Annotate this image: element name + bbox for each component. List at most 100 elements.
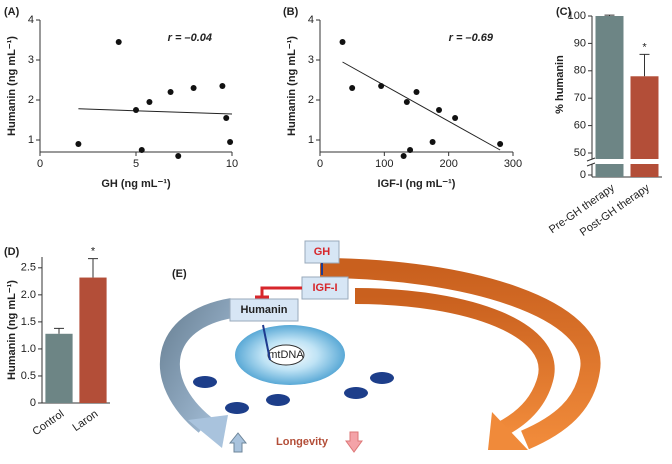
x-tick-label: 200	[439, 158, 457, 170]
x-tick-label: 0	[37, 158, 43, 170]
mtdna-label: mtDNA	[268, 349, 304, 361]
point	[413, 89, 420, 95]
y-tick-label: 4	[308, 14, 314, 26]
annotation: r = –0.04	[168, 32, 212, 44]
point	[223, 115, 230, 121]
x-tick-label: 300	[504, 158, 522, 170]
panel-label: (E)	[172, 268, 187, 280]
point	[400, 153, 407, 159]
x-tick-label: Control	[30, 408, 66, 438]
point	[403, 99, 410, 105]
bar	[45, 333, 73, 403]
significance: *	[91, 246, 96, 258]
igf-arc	[354, 288, 555, 438]
point	[133, 107, 139, 113]
arrow-head	[488, 412, 528, 450]
arrow-head	[188, 415, 228, 448]
point	[190, 85, 197, 91]
annotation: r = –0.69	[449, 32, 494, 44]
y-axis-label: Humanin (ng mL⁻¹)	[286, 36, 298, 136]
up-arrow	[228, 432, 248, 453]
mitochondrion	[370, 372, 394, 384]
igf-label: IGF-I	[312, 282, 337, 294]
y-axis-label: Humanin (ng mL⁻¹)	[6, 36, 18, 136]
panel-label: (B)	[283, 6, 299, 18]
diagram: (E) mtDNA Humanin GH IGF-I Longevity	[160, 240, 601, 453]
point	[219, 83, 226, 89]
point	[452, 115, 459, 121]
mitochondrion	[344, 387, 368, 399]
mitochondrion	[266, 394, 290, 406]
point	[175, 153, 182, 159]
connector	[262, 324, 271, 361]
mitochondrion	[193, 376, 217, 388]
point	[227, 139, 234, 145]
point	[339, 39, 346, 45]
point	[146, 99, 153, 105]
error-bar	[604, 14, 615, 16]
y-tick-label: 2	[308, 94, 314, 106]
bar	[595, 16, 624, 177]
point	[436, 107, 443, 113]
y-tick-label: 1	[28, 134, 34, 146]
longevity-label: Longevity	[276, 436, 329, 448]
x-tick-label: 0	[317, 158, 323, 170]
y-tick-label: 60	[574, 120, 586, 132]
y-tick-label: 50	[574, 147, 586, 159]
error-bar	[54, 327, 64, 334]
y-tick-label: 2.5	[21, 262, 36, 274]
point	[497, 141, 504, 147]
y-tick-label: 2	[28, 94, 34, 106]
y-tick-label: 4	[28, 14, 34, 26]
gh-arc	[319, 258, 601, 450]
error-bar	[88, 258, 98, 278]
panel-label: (A)	[4, 6, 20, 18]
y-tick-label: 80	[574, 65, 586, 77]
y-tick-label: 1	[308, 134, 314, 146]
y-tick-label: 70	[574, 92, 586, 104]
down-arrow	[345, 431, 363, 453]
y-tick-label: 1.0	[21, 343, 36, 355]
point	[429, 139, 436, 145]
y-tick-label: 3	[28, 54, 34, 66]
fit-line	[342, 61, 501, 151]
bar	[79, 277, 107, 403]
panel-label: (D)	[4, 246, 20, 258]
y-tick-label: 90	[574, 37, 586, 49]
x-axis-label: IGF-I (ng mL⁻¹)	[378, 178, 456, 190]
axis-break	[587, 159, 665, 164]
y-axis-label: Humanin (ng mL⁻¹)	[6, 280, 18, 380]
point	[167, 89, 174, 95]
humanin-box	[229, 298, 299, 322]
x-tick-label: 10	[226, 158, 238, 170]
point	[75, 141, 82, 147]
panel-label: (C)	[556, 6, 572, 18]
mitochondrion	[225, 402, 249, 414]
y-tick-label: 3	[308, 54, 314, 66]
point	[115, 39, 122, 45]
point	[378, 83, 385, 89]
error-bar	[639, 53, 650, 77]
significance: *	[642, 41, 647, 53]
y-tick-label: 0	[580, 169, 586, 181]
point	[407, 147, 414, 153]
point	[138, 147, 145, 153]
y-tick-label: 2.0	[21, 289, 36, 301]
y-tick-label: 0.5	[21, 370, 36, 382]
point	[349, 85, 356, 91]
fit-line	[78, 108, 233, 115]
x-tick-label: 5	[133, 158, 139, 170]
y-tick-label: 1.5	[21, 316, 36, 328]
gh-label: GH	[314, 246, 331, 258]
x-tick-label: Laron	[70, 408, 100, 434]
humanin-label: Humanin	[240, 304, 287, 316]
inhibit-line	[260, 286, 302, 298]
y-tick-label: 100	[568, 10, 586, 22]
humanin-arc	[160, 298, 234, 433]
y-tick-label: 0	[30, 397, 36, 409]
mitochondria	[193, 372, 394, 414]
x-tick-label: 100	[375, 158, 393, 170]
y-axis-label: % humanin	[554, 55, 566, 114]
break-mark	[586, 157, 596, 167]
